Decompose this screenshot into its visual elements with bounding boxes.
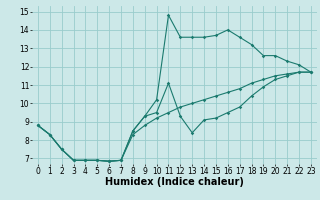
X-axis label: Humidex (Indice chaleur): Humidex (Indice chaleur) <box>105 177 244 187</box>
